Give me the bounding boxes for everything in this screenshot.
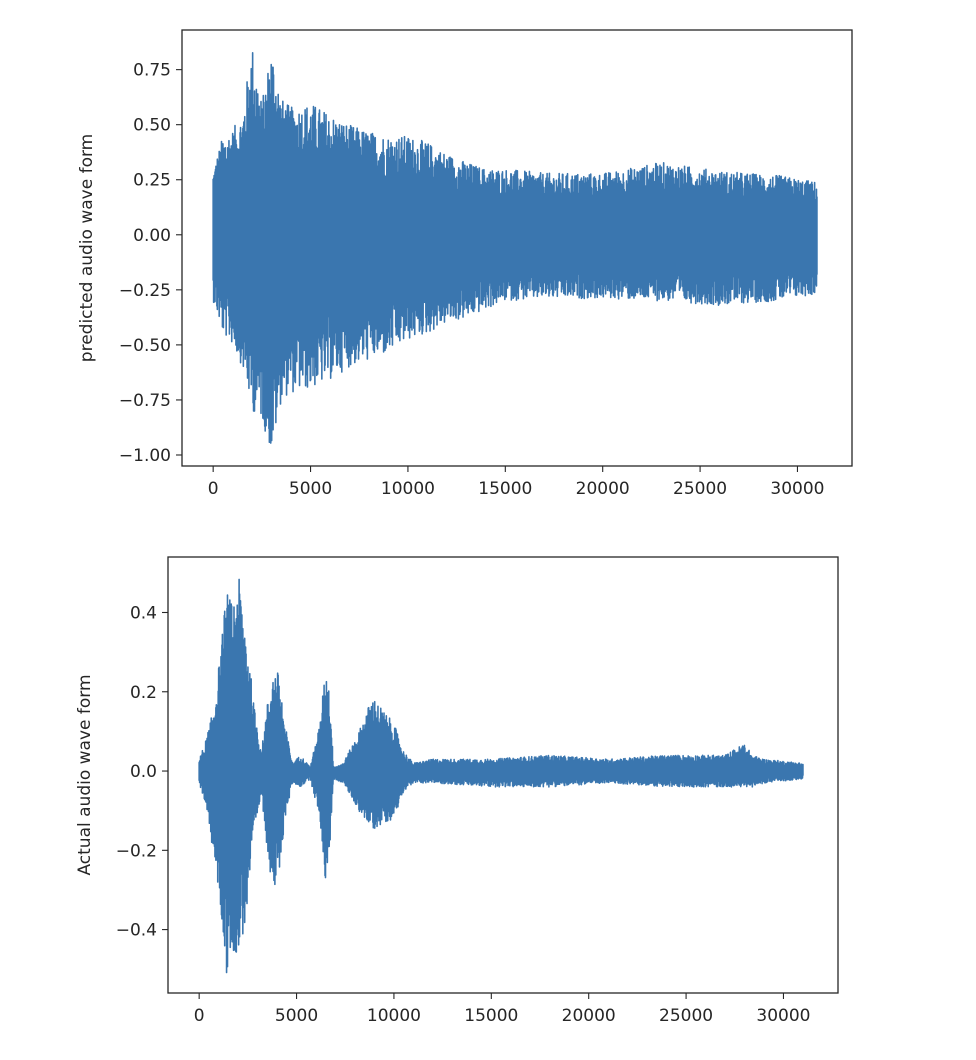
predicted-y-tick-label: 0.00 <box>133 226 171 246</box>
predicted-axes-frame <box>181 29 853 467</box>
actual-y-tick-label: −0.4 <box>116 921 157 941</box>
actual-y-tick-label: 0.4 <box>130 603 157 623</box>
actual-y-tick-label: 0.2 <box>130 683 157 703</box>
predicted-x-tick-label: 10000 <box>381 479 435 499</box>
actual-waveform-panel: 0 5000 10000 15000 20000 25000 30000 0.4 0.2 0.0 −… <box>75 556 839 1026</box>
actual-x-tick-label: 30000 <box>756 1006 810 1026</box>
actual-x-tick-label: 10000 <box>367 1006 421 1026</box>
predicted-x-tick-label: 25000 <box>673 479 727 499</box>
predicted-y-tick-label: −0.50 <box>119 336 171 356</box>
actual-waveform-series-0 <box>198 578 804 974</box>
actual-y-axis-label: Actual audio wave form <box>75 674 95 875</box>
actual-x-tick-label: 20000 <box>562 1006 616 1026</box>
predicted-y-tick-label: 0.50 <box>133 116 171 136</box>
predicted-y-tick-label: −0.75 <box>119 391 171 411</box>
actual-y-tick-label: 0.0 <box>130 762 157 782</box>
actual-x-tick-label: 15000 <box>464 1006 518 1026</box>
predicted-y-tick-label: 0.25 <box>133 171 171 191</box>
predicted-waveform-panel: 0 5000 10000 15000 20000 25000 30000 0.75 0.50 0.… <box>77 29 853 499</box>
predicted-x-tick-label: 5000 <box>289 479 332 499</box>
predicted-y-tick-label: 0.75 <box>133 61 171 81</box>
predicted-y-tick-label: −0.25 <box>119 281 171 301</box>
actual-y-tick-label: −0.2 <box>116 841 157 861</box>
predicted-y-axis-label: predicted audio wave form <box>77 134 97 362</box>
actual-x-tick-label: 5000 <box>275 1006 318 1026</box>
predicted-waveform-series-0 <box>212 51 818 444</box>
actual-x-tick-label: 25000 <box>659 1006 713 1026</box>
predicted-x-tick-label: 15000 <box>478 479 532 499</box>
predicted-x-tick-label: 30000 <box>770 479 824 499</box>
actual-x-tick-label: 0 <box>194 1006 205 1026</box>
predicted-y-tick-label: −1.00 <box>119 446 171 466</box>
predicted-x-tick-label: 0 <box>208 479 219 499</box>
actual-axes-frame <box>167 556 839 994</box>
predicted-x-tick-label: 20000 <box>576 479 630 499</box>
